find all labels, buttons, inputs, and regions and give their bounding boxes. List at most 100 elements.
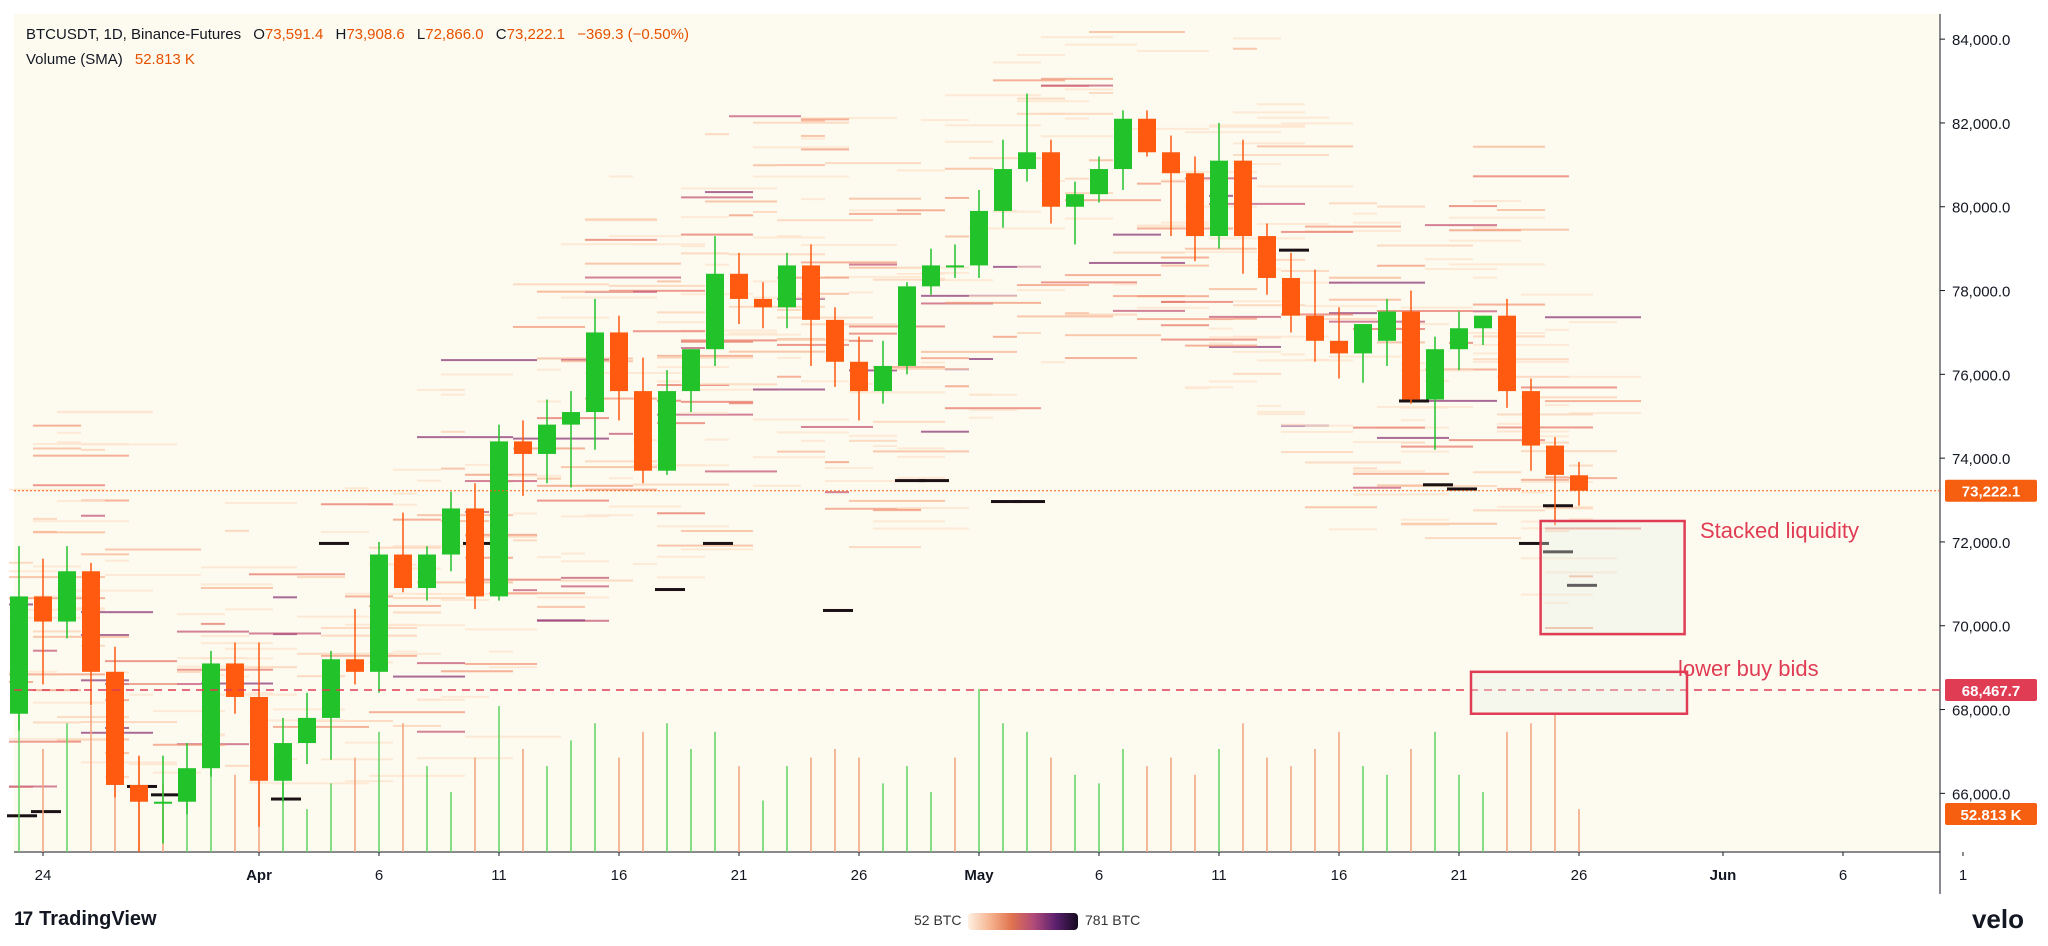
candle-body[interactable]	[1330, 340, 1348, 354]
candle-body[interactable]	[682, 349, 700, 392]
candle-body[interactable]	[490, 441, 508, 597]
candle-body[interactable]	[874, 365, 892, 392]
heatmap-strip	[633, 243, 705, 246]
candle-body[interactable]	[1138, 118, 1156, 153]
candle-body[interactable]	[346, 659, 364, 672]
candle-body[interactable]	[1234, 160, 1252, 237]
candle-body[interactable]	[250, 696, 268, 781]
candle-body[interactable]	[898, 286, 916, 366]
heatmap-strip	[1281, 281, 1353, 284]
candle-body[interactable]	[10, 596, 28, 714]
candle-body[interactable]	[778, 265, 796, 308]
candle-body[interactable]	[562, 412, 580, 425]
heatmap-dense-strip	[1423, 483, 1453, 487]
candle-body[interactable]	[1378, 311, 1396, 341]
heatmap-strip	[849, 325, 945, 328]
candle-body[interactable]	[1210, 160, 1228, 237]
heatmap-strip	[129, 763, 177, 766]
heatmap-strip	[345, 487, 369, 490]
heatmap-strip	[1569, 477, 1617, 480]
heatmap-strip	[609, 235, 681, 238]
candle-body[interactable]	[1522, 391, 1540, 446]
candle-body[interactable]	[442, 508, 460, 555]
candle-body[interactable]	[634, 391, 652, 471]
candle-body[interactable]	[706, 273, 724, 350]
candle-body[interactable]	[586, 332, 604, 413]
tradingview-logo[interactable]: 17 TradingView	[14, 908, 157, 931]
candle-body[interactable]	[538, 424, 556, 454]
candle-body[interactable]	[1066, 194, 1084, 207]
candle-body[interactable]	[202, 663, 220, 769]
candle-body[interactable]	[1426, 349, 1444, 400]
candle-body[interactable]	[514, 441, 532, 454]
heatmap-strip	[1161, 179, 1209, 182]
heatmap-strip	[609, 432, 633, 435]
candle-body[interactable]	[130, 784, 148, 802]
candle-body[interactable]	[418, 554, 436, 589]
heatmap-strip	[657, 321, 705, 324]
heatmap-strip	[1209, 237, 1305, 240]
candle-body[interactable]	[826, 319, 844, 362]
candle-body[interactable]	[322, 659, 340, 718]
heatmap-strip	[513, 474, 561, 477]
heatmap-strip	[873, 527, 969, 530]
candle-body[interactable]	[1042, 152, 1060, 207]
heatmap-strip	[9, 673, 105, 676]
candle-body[interactable]	[1498, 315, 1516, 392]
candle-body[interactable]	[730, 273, 748, 299]
candle-body[interactable]	[1450, 328, 1468, 350]
candle-body[interactable]	[610, 332, 628, 392]
candle-body[interactable]	[994, 169, 1012, 211]
candle-body[interactable]	[1570, 475, 1588, 491]
heatmap-strip	[1137, 49, 1209, 52]
candle-body[interactable]	[274, 743, 292, 781]
candle-body[interactable]	[754, 298, 772, 308]
candle-body[interactable]	[394, 554, 412, 589]
candle-body[interactable]	[1546, 445, 1564, 475]
candle-body[interactable]	[178, 768, 196, 802]
candle-body[interactable]	[1306, 315, 1324, 341]
heatmap-strip	[849, 499, 945, 502]
candle-body[interactable]	[34, 596, 52, 622]
candle-body[interactable]	[922, 265, 940, 287]
candle-body[interactable]	[370, 554, 388, 672]
candle-body[interactable]	[802, 265, 820, 320]
time-tick-label: 26	[851, 867, 868, 884]
candle-body[interactable]	[1258, 236, 1276, 278]
candle-body[interactable]	[1474, 315, 1492, 329]
candle-body[interactable]	[298, 717, 316, 744]
time-tick-label: 11	[1211, 867, 1227, 884]
heatmap-strip	[1257, 185, 1353, 188]
candle-body[interactable]	[850, 361, 868, 392]
candle-body[interactable]	[82, 571, 100, 672]
heatmap-strip	[1137, 227, 1233, 230]
candle-body[interactable]	[1090, 169, 1108, 195]
candle-body[interactable]	[1402, 311, 1420, 400]
candle-body[interactable]	[1018, 152, 1036, 170]
heatmap-strip	[729, 402, 753, 405]
candle-body[interactable]	[1186, 173, 1204, 237]
candle-body[interactable]	[466, 508, 484, 597]
heatmap-strip	[585, 276, 681, 279]
candle-body[interactable]	[1282, 277, 1300, 316]
heatmap-strip	[1329, 312, 1377, 315]
heatmap-strip	[1233, 304, 1305, 307]
candle-body[interactable]	[658, 391, 676, 471]
heatmap-strip	[1209, 202, 1305, 205]
heatmap-strip	[1329, 298, 1401, 301]
candle-body[interactable]	[58, 571, 76, 622]
candle-body[interactable]	[154, 801, 172, 804]
candle-body[interactable]	[1162, 152, 1180, 174]
candle-body[interactable]	[1354, 324, 1372, 354]
candle-body[interactable]	[106, 671, 124, 785]
volume-value: 52.813 K	[134, 51, 195, 68]
heatmap-strip	[561, 515, 609, 518]
candle-body[interactable]	[226, 663, 244, 697]
candle-body[interactable]	[1114, 118, 1132, 170]
heatmap-strip	[1353, 486, 1401, 489]
candle-body[interactable]	[970, 210, 988, 266]
candle-body[interactable]	[946, 265, 964, 268]
heatmap-strip	[945, 124, 1041, 127]
heatmap-strip	[1305, 225, 1401, 228]
